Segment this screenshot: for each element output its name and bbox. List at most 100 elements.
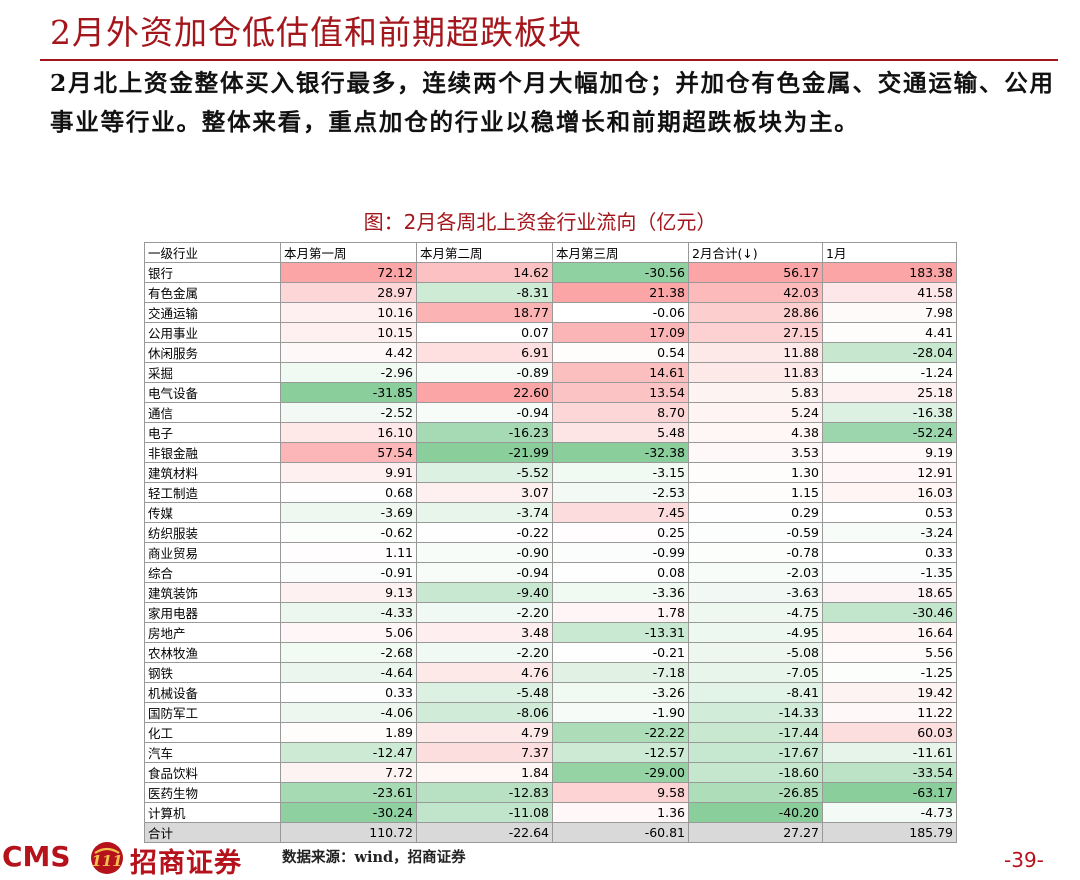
value-cell: -5.08 [688,642,823,663]
value-cell: -0.91 [280,562,417,583]
table-row: 计算机 -30.24 -11.08 1.36 -40.20 -4.73 [144,802,957,823]
value-cell: -0.59 [688,522,823,543]
industry-name-cell: 纺织服装 [144,522,281,543]
header-week3: 本月第三周 [552,242,689,263]
value-cell: -0.06 [552,302,689,323]
total-value-cell: 27.27 [688,822,823,843]
summary-text: 2月北上资金整体买入银行最多，连续两个月大幅加仓；并加仓有色金属、交通运输、公用… [50,69,1055,136]
table-row: 公用事业 10.15 0.07 17.09 27.15 4.41 [144,322,957,343]
value-cell: 1.15 [688,482,823,503]
value-cell: -26.85 [688,782,823,803]
value-cell: 0.54 [552,342,689,363]
industry-name-cell: 交通运输 [144,302,281,323]
table-row: 家用电器 -4.33 -2.20 1.78 -4.75 -30.46 [144,602,957,623]
industry-name-cell: 建筑装饰 [144,582,281,603]
value-cell: 11.22 [822,702,957,723]
header-feb-total[interactable]: 2月合计(↓) [688,242,823,263]
value-cell: 3.48 [416,622,553,643]
value-cell: 8.70 [552,402,689,423]
value-cell: -52.24 [822,422,957,443]
value-cell: -3.36 [552,582,689,603]
value-cell: -7.05 [688,662,823,683]
total-value-cell: -22.64 [416,822,553,843]
value-cell: 5.56 [822,642,957,663]
value-cell: -1.24 [822,362,957,383]
value-cell: 72.12 [280,262,417,283]
value-cell: 5.48 [552,422,689,443]
page-number: -39- [1004,848,1044,872]
value-cell: 16.03 [822,482,957,503]
industry-name-cell: 电气设备 [144,382,281,403]
table-row: 电子 16.10 -16.23 5.48 4.38 -52.24 [144,422,957,443]
value-cell: 4.79 [416,722,553,743]
industry-name-cell: 房地产 [144,622,281,643]
value-cell: 12.91 [822,462,957,483]
industry-name-cell: 建筑材料 [144,462,281,483]
table-row: 电气设备 -31.85 22.60 13.54 5.83 25.18 [144,382,957,403]
value-cell: 19.42 [822,682,957,703]
value-cell: -0.94 [416,562,553,583]
table-row: 轻工制造 0.68 3.07 -2.53 1.15 16.03 [144,482,957,503]
header-jan: 1月 [822,242,957,263]
value-cell: -0.78 [688,542,823,563]
table-row: 商业贸易 1.11 -0.90 -0.99 -0.78 0.33 [144,542,957,563]
industry-name-cell: 银行 [144,262,281,283]
value-cell: -11.08 [416,802,553,823]
value-cell: 1.78 [552,602,689,623]
value-cell: 17.09 [552,322,689,343]
value-cell: -18.60 [688,762,823,783]
page-title: 2月外资加仓低估值和前期超跌板块 [50,13,582,52]
value-cell: -2.68 [280,642,417,663]
value-cell: 11.83 [688,362,823,383]
value-cell: -40.20 [688,802,823,823]
broker-name: 招商证券 [130,848,242,879]
value-cell: -2.53 [552,482,689,503]
value-cell: -12.83 [416,782,553,803]
value-cell: -1.25 [822,662,957,683]
table-total-row: 合计 110.72 -22.64 -60.81 27.27 185.79 [144,822,957,843]
total-value-cell: -60.81 [552,822,689,843]
value-cell: -8.06 [416,702,553,723]
industry-name-cell: 有色金属 [144,282,281,303]
value-cell: 14.62 [416,262,553,283]
value-cell: -8.41 [688,682,823,703]
value-cell: 183.38 [822,262,957,283]
table-row: 传媒 -3.69 -3.74 7.45 0.29 0.53 [144,502,957,523]
industry-name-cell: 电子 [144,422,281,443]
industry-name-cell: 汽车 [144,742,281,763]
value-cell: 18.77 [416,302,553,323]
value-cell: 7.45 [552,502,689,523]
value-cell: -21.99 [416,442,553,463]
value-cell: -0.62 [280,522,417,543]
value-cell: -13.31 [552,622,689,643]
industry-name-cell: 机械设备 [144,682,281,703]
table-row: 农林牧渔 -2.68 -2.20 -0.21 -5.08 5.56 [144,642,957,663]
value-cell: -0.22 [416,522,553,543]
value-cell: 41.58 [822,282,957,303]
value-cell: -12.57 [552,742,689,763]
value-cell: -4.95 [688,622,823,643]
value-cell: -16.23 [416,422,553,443]
value-cell: -30.56 [552,262,689,283]
value-cell: -2.52 [280,402,417,423]
value-cell: -17.44 [688,722,823,743]
industry-name-cell: 轻工制造 [144,482,281,503]
industry-name-cell: 休闲服务 [144,342,281,363]
value-cell: 1.30 [688,462,823,483]
value-cell: 1.11 [280,542,417,563]
table-row: 化工 1.89 4.79 -22.22 -17.44 60.03 [144,722,957,743]
value-cell: 7.72 [280,762,417,783]
industry-name-cell: 国防军工 [144,702,281,723]
value-cell: 0.07 [416,322,553,343]
value-cell: -3.26 [552,682,689,703]
industry-name-cell: 传媒 [144,502,281,523]
value-cell: -3.63 [688,582,823,603]
value-cell: -1.90 [552,702,689,723]
value-cell: 11.88 [688,342,823,363]
value-cell: -3.74 [416,502,553,523]
value-cell: 10.16 [280,302,417,323]
value-cell: -16.38 [822,402,957,423]
value-cell: 5.83 [688,382,823,403]
value-cell: 6.91 [416,342,553,363]
value-cell: -63.17 [822,782,957,803]
